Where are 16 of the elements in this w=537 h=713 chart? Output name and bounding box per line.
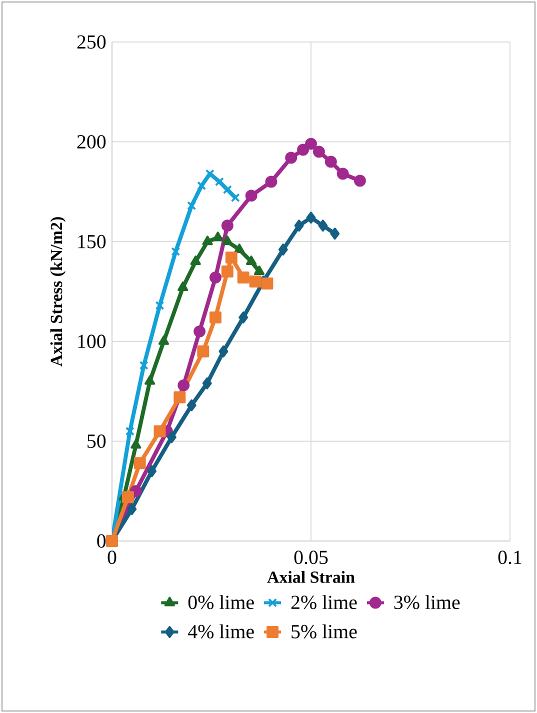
x-tick-label: 0.1: [498, 550, 522, 564]
legend-label: 5% lime: [292, 624, 357, 638]
legend-label: 4% lime: [188, 624, 254, 638]
legend-label: 0% lime: [188, 595, 254, 610]
legend-label: 3% lime: [394, 595, 460, 610]
y-tick-label: 50: [88, 434, 106, 448]
y-tick-label: 200: [77, 135, 106, 149]
legend-label: 2% lime: [291, 595, 357, 610]
x-tick-label: 0: [108, 550, 116, 564]
y-tick-label: 100: [78, 334, 106, 348]
y-tick-label: 0: [97, 534, 106, 548]
x-tick-label: 0.05: [294, 550, 328, 564]
y-tick-label: 250: [77, 35, 106, 49]
y-tick-label: 150: [78, 234, 106, 248]
y-axis-title: Axial Stress (kN/m2): [50, 217, 66, 366]
x-axis-title: Axial Strain: [267, 571, 355, 583]
